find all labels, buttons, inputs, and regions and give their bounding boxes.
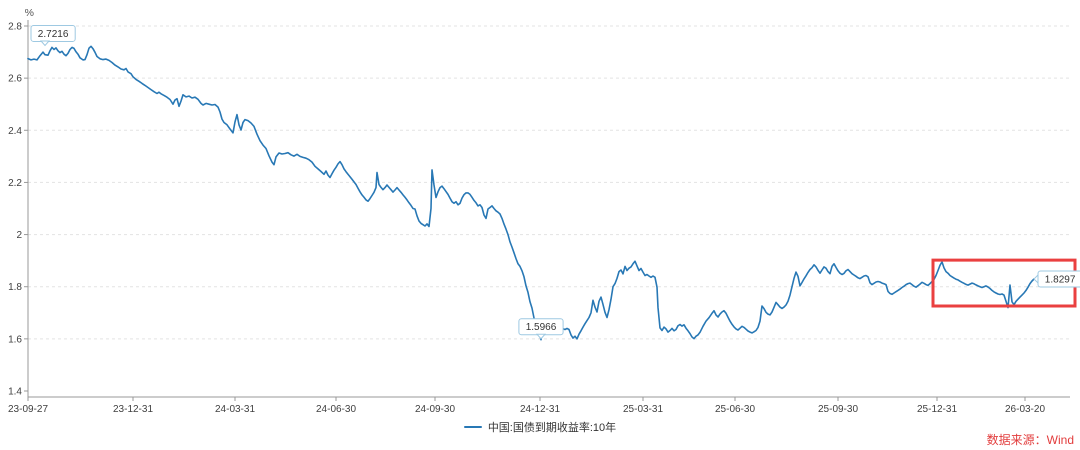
x-tick-label: 24-06-30 — [316, 404, 356, 415]
series-line — [27, 45, 1035, 341]
x-tick-label: 24-12-31 — [520, 404, 560, 415]
last-value-callout-text: 1.8297 — [1045, 274, 1076, 285]
legend-item-china-10y-yield[interactable]: 中国:国债到期收益率:10年 — [463, 419, 617, 435]
x-tick-label: 25-06-30 — [715, 404, 755, 415]
y-tick-label: 2.6 — [8, 74, 22, 85]
y-tick-label: 2 — [16, 230, 22, 241]
max-value-callout-text: 2.7216 — [38, 29, 69, 40]
last-value-callout-pointer — [1033, 273, 1039, 285]
x-tick-label: 25-09-30 — [818, 404, 858, 415]
x-tick-label: 24-03-31 — [215, 404, 255, 415]
min-value-callout-pointer — [535, 333, 547, 340]
data-source-note: 数据来源：Wind — [986, 433, 1074, 447]
x-tick-label: 25-12-31 — [917, 404, 957, 415]
y-axis-unit-label: % — [25, 7, 34, 19]
x-tick-label: 25-03-31 — [623, 404, 663, 415]
legend-line-swatch — [463, 426, 482, 428]
legend-label: 中国:国债到期收益率:10年 — [487, 422, 617, 434]
x-tick-label: 24-09-30 — [415, 404, 455, 415]
y-tick-label: 1.8 — [8, 282, 22, 293]
y-tick-label: 2.2 — [8, 178, 22, 189]
y-tick-label: 1.4 — [8, 387, 22, 398]
max-value-callout-pointer — [39, 40, 51, 47]
y-tick-label: 2.4 — [8, 126, 22, 137]
legend: 中国:国债到期收益率:10年 — [0, 419, 1080, 435]
y-tick-label: 2.8 — [8, 22, 22, 33]
x-tick-label: 23-12-31 — [113, 404, 153, 415]
min-value-callout-text: 1.5966 — [526, 322, 557, 333]
max-value-callout-box — [30, 24, 76, 42]
x-tick-label: 26-03-20 — [1005, 404, 1045, 415]
x-tick-label: 23-09-27 — [8, 404, 48, 415]
y-tick-label: 1.6 — [8, 334, 22, 345]
